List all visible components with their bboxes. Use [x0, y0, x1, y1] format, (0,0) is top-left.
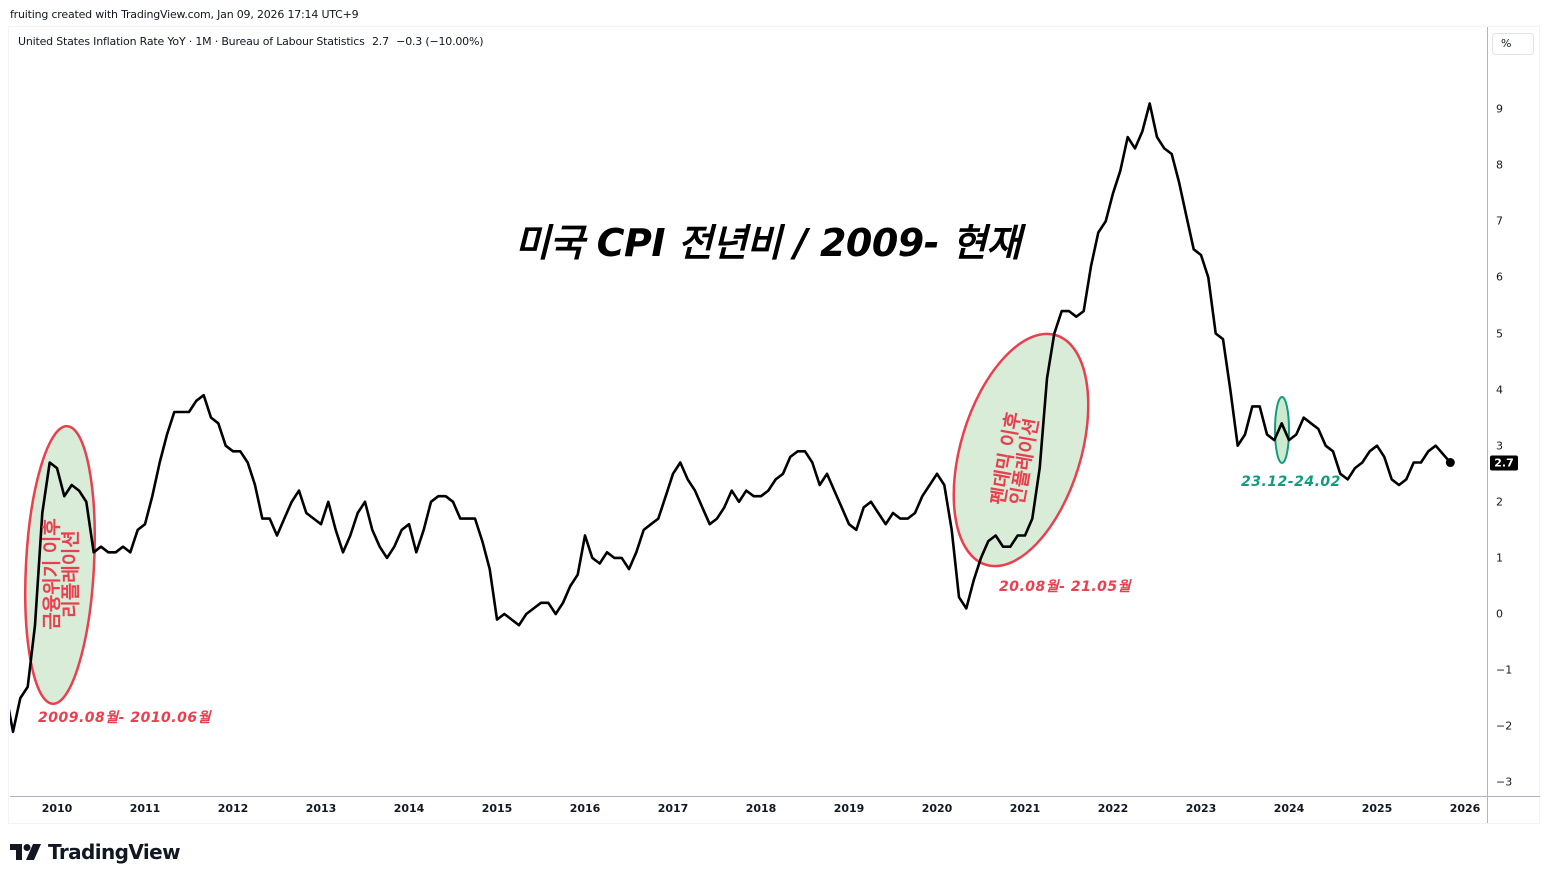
legend-last-value: 2.7: [371, 35, 389, 48]
time-axis[interactable]: [10, 796, 1487, 823]
x-tick-label: 2021: [1009, 802, 1041, 815]
pandemic-date-label: 20.08월- 21.05월: [999, 579, 1132, 595]
y-tick-label: 6: [1496, 270, 1503, 284]
chart-credit: fruiting created with TradingView.com, J…: [10, 8, 359, 21]
x-tick-label: 2017: [657, 802, 689, 815]
x-tick-label: 2019: [833, 802, 865, 815]
y-tick-label: 2: [1496, 495, 1503, 509]
legend-symbol: United States Inflation Rate YoY · 1M · …: [18, 35, 365, 48]
x-tick-label: 2011: [129, 802, 161, 815]
x-tick-label: 2013: [305, 802, 337, 815]
legend-change: −0.3 (−10.00%): [396, 35, 484, 48]
axis-corner: [1487, 796, 1540, 823]
last-point-marker: [1445, 458, 1455, 468]
gfc-date-label: 2009.08월- 2010.06월: [38, 710, 211, 726]
y-tick-label: 5: [1496, 327, 1503, 340]
percent-scale-button[interactable]: %: [1492, 33, 1534, 55]
x-tick-label: 2012: [217, 802, 249, 815]
y-tick-label: 1: [1496, 551, 1503, 565]
x-tick-label: 2025: [1361, 802, 1393, 815]
x-tick-label: 2016: [569, 802, 601, 815]
y-tick-label: −1: [1496, 663, 1513, 677]
x-tick-label: 2020: [921, 802, 953, 815]
x-tick-label: 2018: [745, 802, 777, 815]
gfc-text-line2: 리플레이션: [60, 530, 82, 618]
tradingview-logo-icon: [10, 844, 41, 860]
gfc-annotation-text: 금융위기 이후 리플레이션: [41, 504, 82, 644]
pandemic-ellipse[interactable]: [929, 318, 1114, 583]
y-tick-label: 3: [1496, 439, 1503, 453]
y-tick-label: −2: [1496, 719, 1513, 733]
recent-ellipse[interactable]: [1274, 396, 1290, 464]
x-tick-label: 2010: [41, 802, 73, 815]
x-tick-label: 2023: [1185, 802, 1217, 815]
tradingview-logo-text: TradingView: [48, 840, 181, 864]
y-tick-label: 9: [1496, 102, 1503, 116]
tradingview-logo[interactable]: TradingView: [10, 840, 181, 864]
y-tick-label: 7: [1496, 214, 1503, 228]
x-tick-label: 2026: [1449, 802, 1481, 815]
chart-title-annotation[interactable]: 미국 CPI 전년비 / 2009- 현재: [515, 221, 1021, 265]
last-value-label: 2.7: [1490, 455, 1518, 471]
y-tick-label: 4: [1496, 383, 1503, 397]
x-tick-label: 2014: [393, 802, 425, 815]
y-tick-label: 0: [1496, 607, 1503, 621]
price-axis[interactable]: [1487, 27, 1540, 796]
symbol-legend[interactable]: United States Inflation Rate YoY · 1M · …: [18, 35, 484, 48]
y-tick-label: −3: [1496, 775, 1513, 789]
x-tick-label: 2015: [481, 802, 513, 815]
recent-date-label: 23.12-24.02: [1241, 474, 1341, 490]
y-tick-label: 8: [1496, 158, 1503, 172]
cpi-line-series[interactable]: [6, 102, 1452, 734]
gfc-ellipse[interactable]: [19, 424, 101, 706]
chart-frame: [8, 26, 1540, 824]
x-tick-label: 2022: [1097, 802, 1129, 815]
x-tick-label: 2024: [1273, 802, 1305, 815]
